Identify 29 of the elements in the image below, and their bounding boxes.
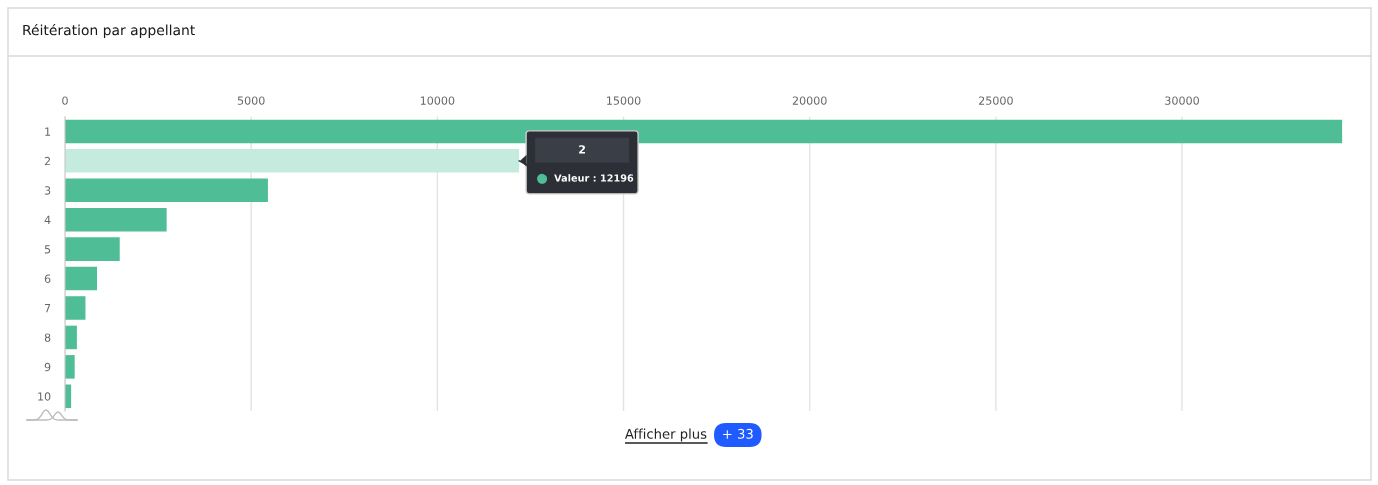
category-label: 2 (579, 145, 586, 154)
x-tick-label: 0 (62, 96, 68, 105)
bar (65, 325, 77, 350)
y-tick-label: 7 (44, 304, 51, 313)
annotation: Valeur : 12196 (554, 174, 634, 182)
y-tick-label: 4 (44, 215, 51, 224)
y-tick-label: 9 (44, 362, 51, 372)
y-tick-label: 10 (38, 392, 51, 401)
x-tick-label: 25000 (979, 96, 1013, 105)
bar (65, 178, 268, 203)
bar (65, 237, 120, 261)
y-tick-label: 3 (44, 186, 51, 195)
y-tick-label: 5 (44, 245, 51, 254)
y-tick-label: 8 (44, 333, 51, 342)
bar (65, 355, 75, 379)
x-tick-label: 20000 (792, 96, 827, 105)
y-tick-label: 1 (45, 127, 51, 136)
y-tick-label: 6 (44, 274, 51, 283)
text: Afficher plus (624, 428, 707, 442)
x-tick-label: 10000 (420, 96, 455, 105)
chart-title: Réitération par appellant (23, 24, 195, 38)
text: + 33 (723, 428, 753, 439)
x-tick-label: 15000 (607, 96, 641, 105)
x-tick-label: 5000 (237, 96, 265, 105)
bar (65, 266, 98, 291)
bar (65, 207, 167, 232)
bar (65, 296, 86, 320)
y-tick-label: 2 (44, 156, 50, 166)
x-tick-label: 30000 (1165, 96, 1199, 105)
